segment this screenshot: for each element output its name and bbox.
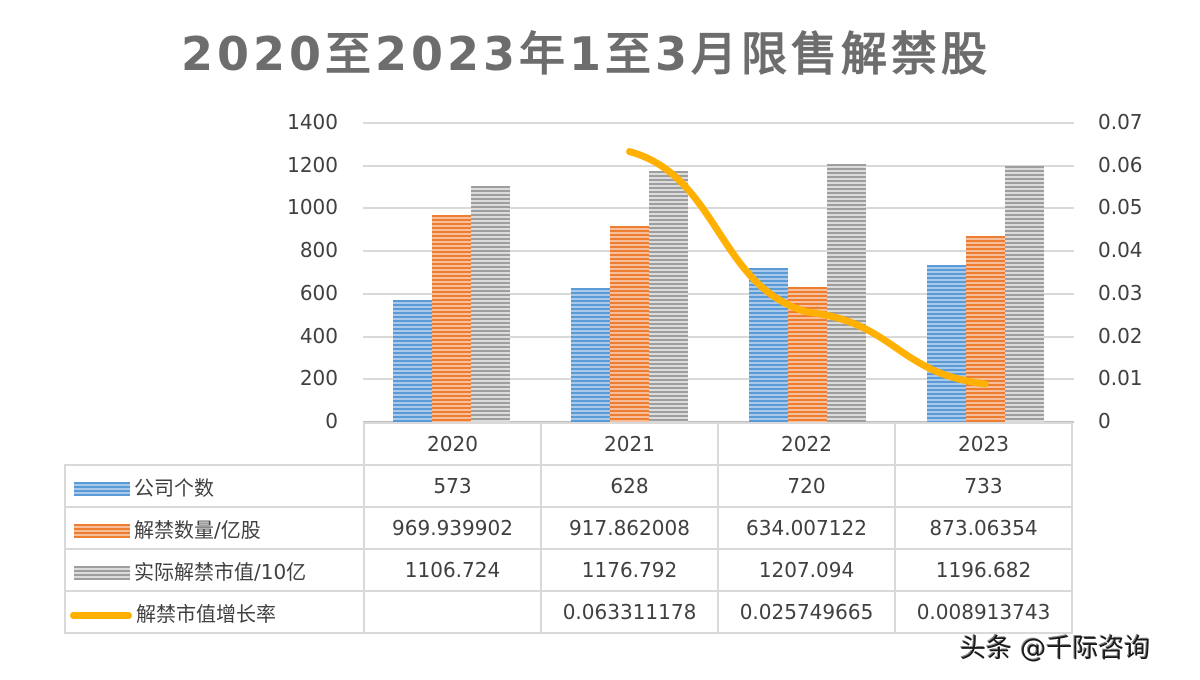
y-right-tick-label: 0 <box>1098 409 1111 433</box>
y-left-tick-label: 800 <box>299 238 338 263</box>
bar-orange-2021 <box>610 225 650 422</box>
legend-label: 公司个数 <box>134 475 214 500</box>
blue-bar-swatch-icon <box>74 482 130 496</box>
table-cell: 917.862008 <box>540 506 719 550</box>
table-cell: 0.008913743 <box>894 590 1073 634</box>
table-cell: 0.063311178 <box>540 590 719 634</box>
y-left-tick-label: 400 <box>299 323 338 348</box>
table-cell: 634.007122 <box>717 506 896 550</box>
y-left-tick-label: 1400 <box>287 110 338 134</box>
table-row: 解禁数量/亿股 969.939902 917.862008 634.007122… <box>64 506 1073 550</box>
y-left-tick-label: 1200 <box>287 152 338 177</box>
y-right-tick-label: 0.07 <box>1098 110 1143 134</box>
table-cell: 1106.724 <box>363 548 542 592</box>
table-cell: 733 <box>894 464 1073 508</box>
legend-label: 解禁数量/亿股 <box>134 517 261 542</box>
bar-blue-2022 <box>748 268 788 422</box>
legend-label: 解禁市值增长率 <box>136 601 276 626</box>
bar-blue-2020 <box>393 299 433 422</box>
table-cell: 873.06354 <box>894 506 1073 550</box>
gray-bar-swatch-icon <box>74 566 130 580</box>
table-row: 解禁市值增长率 0.063311178 0.025749665 0.008913… <box>64 590 1073 634</box>
y-left-tick-label: 1000 <box>287 195 338 220</box>
table-cell: 720 <box>717 464 896 508</box>
y-right-tick-label: 0.05 <box>1098 195 1143 220</box>
legend-entry-market-value: 实际解禁市值/10亿 <box>64 548 365 592</box>
year-header: 2021 <box>540 422 719 466</box>
y-right-tick-label: 0.02 <box>1098 323 1143 348</box>
x-axis-line <box>363 421 1074 423</box>
y-left-tick-label: 200 <box>299 366 338 391</box>
bar-orange-2022 <box>787 286 827 422</box>
y-left-tick-label: 600 <box>299 280 338 305</box>
table-corner <box>65 423 365 466</box>
gridline <box>363 207 1074 210</box>
data-table: 2020 2021 2022 2023 公司个数 573 628 720 733… <box>64 422 1073 634</box>
bar-blue-2021 <box>571 287 611 422</box>
table-cell: 1196.682 <box>894 548 1073 592</box>
year-header: 2023 <box>894 422 1073 466</box>
legend-entry-company-count: 公司个数 <box>64 464 365 508</box>
legend-entry-growth-rate: 解禁市值增长率 <box>64 590 365 634</box>
table-header-row: 2020 2021 2022 2023 <box>65 422 1073 466</box>
year-header: 2020 <box>363 422 542 466</box>
table-cell: 628 <box>540 464 719 508</box>
table-cell <box>363 590 542 634</box>
table-row: 实际解禁市值/10亿 1106.724 1176.792 1207.094 11… <box>64 548 1073 592</box>
table-row: 公司个数 573 628 720 733 <box>64 464 1073 508</box>
bar-orange-2023 <box>965 235 1005 422</box>
year-header: 2022 <box>717 422 896 466</box>
table-cell: 1176.792 <box>540 548 719 592</box>
y-right-tick-label: 0.03 <box>1098 280 1143 305</box>
bar-orange-2020 <box>432 214 472 422</box>
table-cell: 0.025749665 <box>717 590 896 634</box>
table-cell: 1207.094 <box>717 548 896 592</box>
y-right-tick-label: 0.04 <box>1098 238 1143 263</box>
y-right-tick-label: 0.06 <box>1098 152 1143 177</box>
gridline <box>363 122 1074 124</box>
legend-entry-unlock-shares: 解禁数量/亿股 <box>64 506 365 550</box>
bar-gray-2022 <box>826 164 866 422</box>
bar-gray-2020 <box>471 185 511 422</box>
bar-gray-2023 <box>1004 166 1044 422</box>
table-cell: 969.939902 <box>363 506 542 550</box>
orange-bar-swatch-icon <box>74 524 130 538</box>
gridline <box>363 164 1074 167</box>
bar-blue-2023 <box>926 265 966 422</box>
table-cell: 573 <box>363 464 542 508</box>
line-swatch-icon <box>70 611 132 619</box>
y-right-tick-label: 0.01 <box>1098 366 1143 391</box>
bar-gray-2021 <box>649 170 689 422</box>
chart-title: 2020至2023年1至3月限售解禁股 <box>180 27 992 81</box>
watermark: 头条 @千际咨询 <box>960 634 1151 664</box>
legend-label: 实际解禁市值/10亿 <box>134 559 307 584</box>
